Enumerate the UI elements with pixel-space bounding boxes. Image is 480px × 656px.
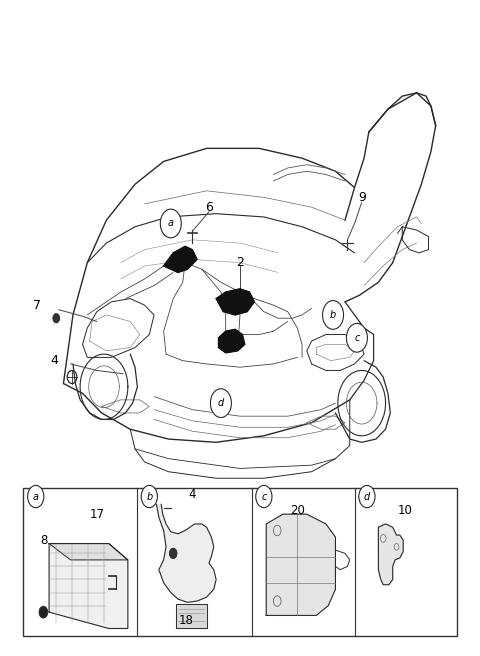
Circle shape bbox=[160, 209, 181, 238]
Circle shape bbox=[359, 485, 375, 508]
Circle shape bbox=[141, 485, 157, 508]
Polygon shape bbox=[164, 247, 197, 272]
Text: 10: 10 bbox=[397, 504, 412, 518]
Circle shape bbox=[169, 548, 177, 559]
Text: 4: 4 bbox=[189, 488, 196, 501]
Text: 2: 2 bbox=[236, 256, 244, 269]
Polygon shape bbox=[216, 289, 254, 315]
Circle shape bbox=[347, 323, 367, 352]
Polygon shape bbox=[266, 514, 336, 615]
Bar bbox=[23, 488, 457, 636]
Circle shape bbox=[210, 389, 231, 417]
Polygon shape bbox=[49, 544, 128, 628]
Circle shape bbox=[323, 300, 344, 329]
Text: a: a bbox=[33, 491, 39, 502]
Text: 9: 9 bbox=[358, 191, 366, 204]
Circle shape bbox=[28, 485, 44, 508]
Polygon shape bbox=[176, 604, 206, 628]
Text: b: b bbox=[330, 310, 336, 320]
Circle shape bbox=[53, 314, 60, 323]
Text: 6: 6 bbox=[205, 201, 213, 214]
Text: a: a bbox=[168, 218, 174, 228]
Polygon shape bbox=[378, 524, 403, 584]
Polygon shape bbox=[218, 329, 245, 353]
Text: 17: 17 bbox=[89, 508, 104, 521]
Text: 7: 7 bbox=[33, 298, 41, 312]
Text: 8: 8 bbox=[41, 534, 48, 547]
Text: 18: 18 bbox=[179, 614, 194, 627]
Circle shape bbox=[256, 485, 272, 508]
Text: b: b bbox=[146, 491, 153, 502]
Text: d: d bbox=[218, 398, 224, 408]
Text: 20: 20 bbox=[290, 504, 305, 518]
Polygon shape bbox=[156, 504, 216, 602]
Text: c: c bbox=[261, 491, 266, 502]
Text: c: c bbox=[354, 333, 360, 343]
Circle shape bbox=[39, 606, 48, 618]
Text: 4: 4 bbox=[50, 354, 58, 367]
Polygon shape bbox=[49, 544, 128, 560]
Text: d: d bbox=[364, 491, 370, 502]
